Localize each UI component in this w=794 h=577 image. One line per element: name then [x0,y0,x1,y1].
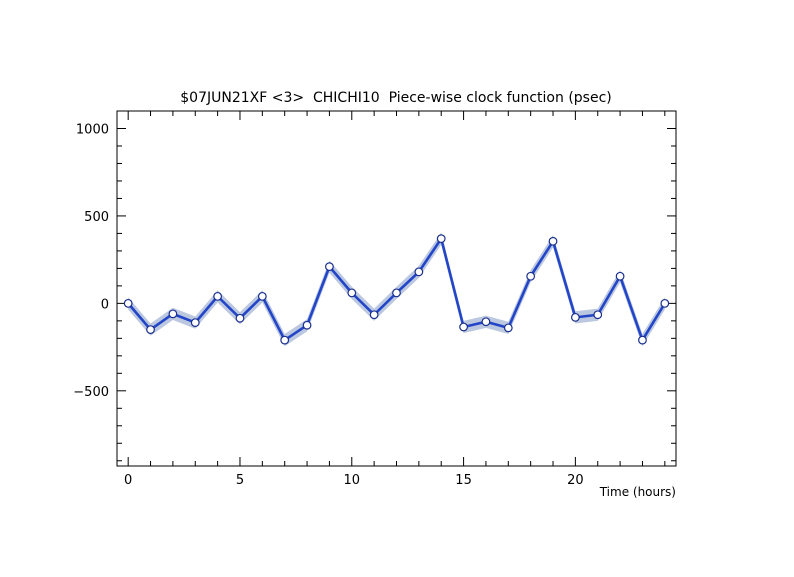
x-tick-label: 0 [124,473,132,488]
data-point [570,312,580,322]
data-point [481,317,491,327]
data-point [257,291,267,301]
x-tick-label: 15 [455,473,472,488]
data-point [638,335,647,345]
data-point [280,335,290,345]
series-line-segment [350,291,376,317]
series-line-segment [641,302,667,342]
x-tick-label: 20 [567,473,584,488]
series-line-segment [529,239,555,278]
x-tick-label: 5 [236,473,244,488]
series-line-segment [126,302,152,331]
series-line-segment [551,239,577,319]
series-line [126,237,667,342]
data-point [526,271,536,281]
data-point [146,325,155,334]
y-tick-label: −500 [73,385,109,400]
data-point [235,313,245,323]
data-point [392,288,401,298]
data-point [615,271,625,281]
series-line-segment [216,295,242,320]
data-point [593,310,603,320]
data-point [548,236,558,246]
data-point [503,323,513,333]
series-line-segment [618,274,644,342]
chart-title: $07JUN21XF <3> CHICHI10 Piece-wise clock… [180,90,611,106]
data-point [123,298,133,308]
data-point [459,322,468,332]
y-tick-label: 500 [84,210,109,225]
series-line-segment [305,265,331,327]
axis-tick-labels: 0 5 10 15 20 −500 0 500 1000 [73,122,583,488]
series-markers [123,234,670,345]
series-line-segment [596,274,622,317]
series-line-segment [439,237,465,329]
series-line-segment [328,265,354,295]
series-line-segment [417,237,443,274]
data-point [436,234,446,244]
data-point [660,298,670,308]
data-point [302,320,312,330]
series-line-segment [149,312,175,331]
data-point [213,291,223,301]
data-point [325,262,334,272]
series-line-segment [395,270,421,295]
data-point [414,267,424,277]
y-tick-label: 1000 [76,122,109,137]
series-line-segment [261,295,287,342]
y-tick-label: 0 [101,297,109,312]
series-line-segment [506,274,532,330]
data-point [190,318,200,328]
data-point [168,309,178,319]
series-line-segment [372,291,398,317]
series-line-segment [193,295,219,324]
axis-ticks [117,110,676,466]
x-axis-label: Time (hours) [599,485,676,499]
series-line-segment [238,295,264,320]
series-line-segment [283,323,309,342]
data-point [369,310,379,320]
x-tick-label: 10 [344,473,361,488]
data-point [347,288,357,298]
